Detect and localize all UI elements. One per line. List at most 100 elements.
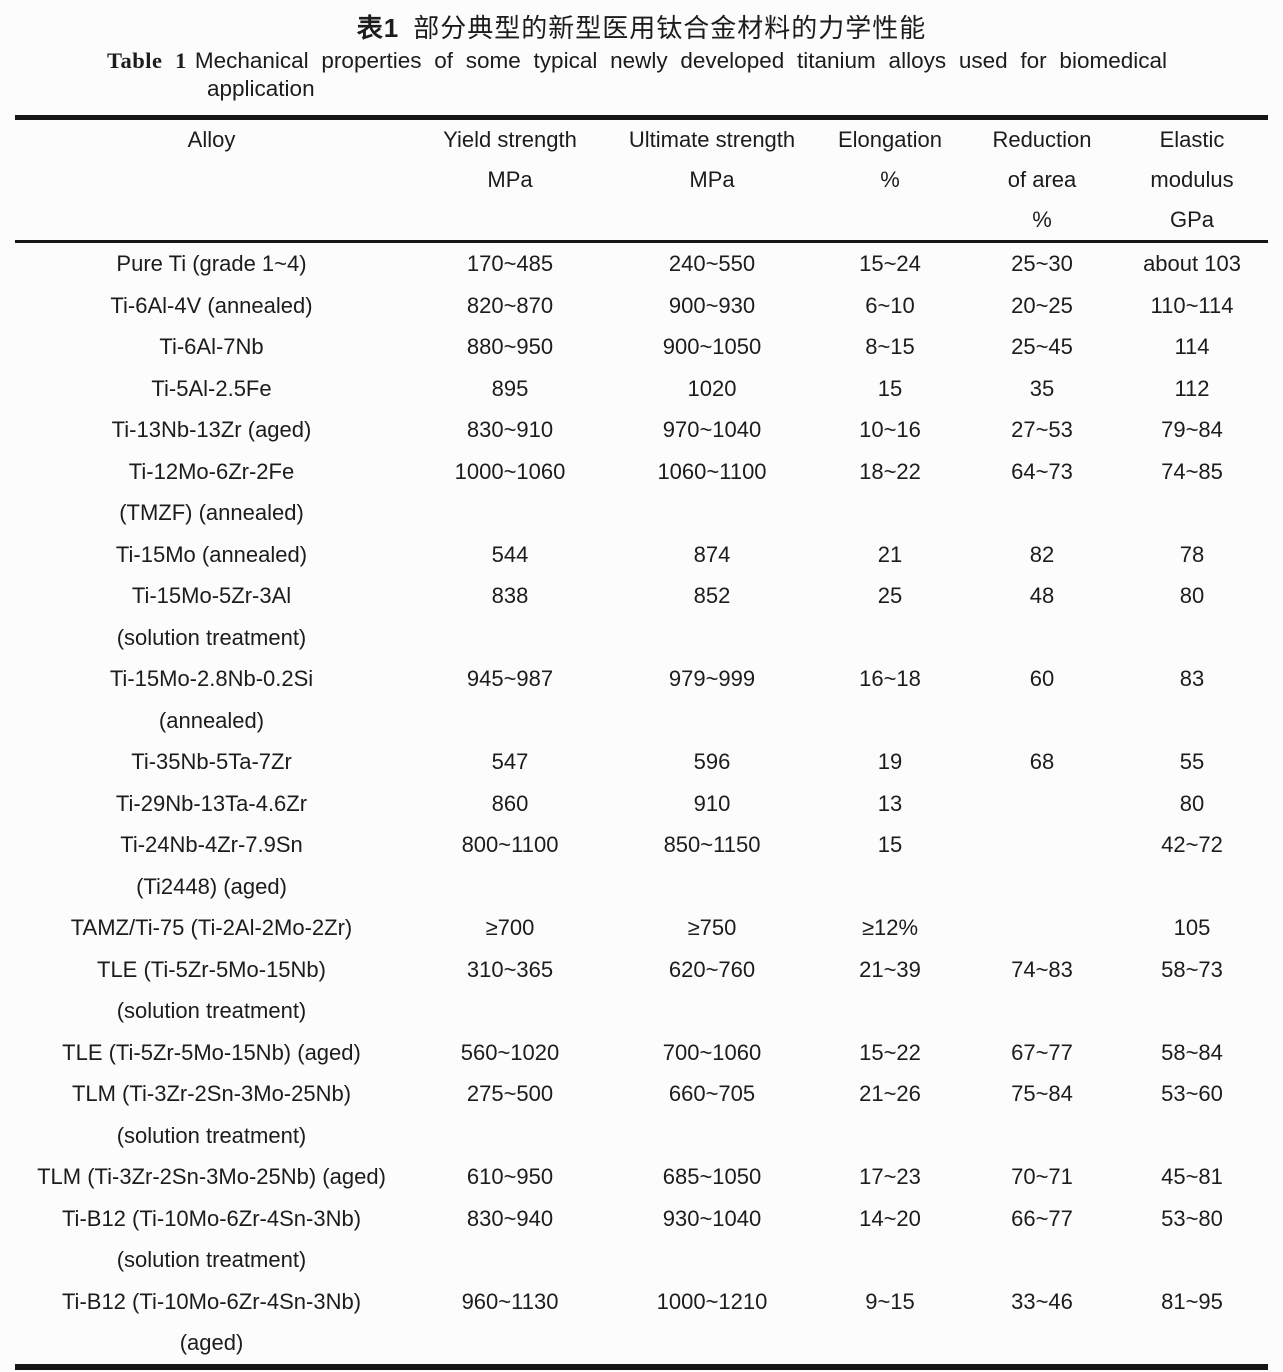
alloy-cell: Ti-24Nb-4Zr-7.9Sn (Ti2448) (aged) — [15, 824, 408, 907]
alloy-cell: Ti-13Nb-13Zr (aged) — [15, 409, 408, 451]
header-reduction-line: Reduction — [992, 127, 1092, 152]
alloy-note: (solution treatment) — [116, 1247, 307, 1272]
value-modulus: 74~85 — [1161, 458, 1223, 484]
alloy-note: (solution treatment) — [116, 624, 307, 650]
header-ultimate-line: Ultimate strength — [628, 127, 796, 152]
value-ultimate: 910 — [693, 790, 731, 816]
value-reduction: 64~73 — [1011, 458, 1073, 484]
value-ultimate: 900~930 — [668, 292, 756, 318]
paper-page: 表1 部分典型的新型医用钛合金材料的力学性能 Table 1 Mechanical … — [0, 12, 1283, 1372]
table-row: Ti-15Mo-2.8Nb-0.2Si (annealed) 945~987 979~… — [15, 658, 1268, 741]
value-ultimate: 700~1060 — [662, 1039, 762, 1065]
value-yield: 275~500 — [466, 1081, 554, 1106]
alloy-name: Ti-29Nb-13Ta-4.6Zr — [115, 790, 308, 816]
alloy-name: Ti-5Al-2.5Fe — [151, 375, 272, 401]
table-row: TLM (Ti-3Zr-2Sn-3Mo-25Nb) (solution treat… — [15, 1073, 1268, 1156]
header-yield: Yield strength MPa — [408, 120, 612, 200]
value-ultimate: 1020 — [687, 375, 737, 401]
value-elongation: 21~39 — [859, 956, 921, 982]
header-ultimate: Ultimate strength MPa — [612, 120, 812, 200]
table-row: Ti-13Nb-13Zr (aged) 830~910 970~1040 10~16 2… — [15, 409, 1268, 451]
alloy-name: TLE (Ti-5Zr-5Mo-15Nb) — [97, 956, 326, 982]
value-yield: 560~1020 — [460, 1039, 560, 1065]
header-modulus-line: Elastic — [1159, 127, 1225, 152]
alloy-name: Ti-13Nb-13Zr (aged) — [111, 417, 312, 442]
table-title-english: Table 1 Mechanical properties of some typ… — [107, 47, 1167, 75]
value-yield: 610~950 — [466, 1164, 554, 1189]
value-yield: 800~1100 — [461, 832, 559, 857]
value-yield: 895 — [491, 375, 529, 401]
value-elongation: 6~10 — [865, 292, 915, 318]
table-title-en-line2: application — [207, 76, 315, 101]
value-yield: 547 — [491, 749, 529, 774]
value-yield: 945~987 — [466, 666, 554, 691]
value-yield: 960~1130 — [461, 1288, 559, 1314]
alloy-cell: TLM (Ti-3Zr-2Sn-3Mo-25Nb) (aged) — [15, 1156, 408, 1198]
table-row: Ti-24Nb-4Zr-7.9Sn (Ti2448) (aged) 800~1100… — [15, 824, 1268, 907]
alloy-cell: Ti-35Nb-5Ta-7Zr — [15, 741, 408, 783]
alloy-note: (solution treatment) — [116, 998, 307, 1023]
value-reduction — [968, 783, 1116, 825]
header-elongation-line: Elongation — [838, 127, 942, 152]
alloy-cell: Ti-15Mo-2.8Nb-0.2Si (annealed) — [15, 658, 408, 741]
alloy-cell: Ti-29Nb-13Ta-4.6Zr — [15, 783, 408, 825]
alloy-name: Ti-15Mo (annealed) — [115, 541, 308, 567]
alloy-name: Ti-B12 (Ti-10Mo-6Zr-4Sn-3Nb) — [61, 1288, 362, 1314]
value-reduction: 27~53 — [1011, 417, 1073, 442]
value-modulus: 112 — [1174, 375, 1210, 401]
value-elongation: 25 — [877, 583, 903, 608]
table-top-rule — [15, 115, 1268, 120]
table-row: TLE (Ti-5Zr-5Mo-15Nb) (solution treatment… — [15, 949, 1268, 1032]
alloy-cell: Ti-6Al-7Nb — [15, 326, 408, 368]
value-ultimate: 1000~1210 — [656, 1288, 768, 1314]
header-elongation: Elongation% — [812, 120, 968, 200]
table-header-rule — [15, 240, 1268, 243]
value-ultimate: 979~999 — [668, 666, 756, 691]
table-row: Ti-35Nb-5Ta-7Zr 547 596 19 68 55 — [15, 741, 1268, 783]
table-header-row: Alloy Yield strength MPa Ultimate strength M… — [15, 120, 1268, 240]
alloy-note: (solution treatment) — [116, 1122, 307, 1148]
value-yield: 544 — [491, 541, 529, 567]
value-reduction: 25~45 — [1011, 334, 1073, 359]
value-modulus: 80 — [1179, 583, 1205, 608]
table-row: Ti-6Al-7Nb 880~950 900~1050 8~15 25~45 114 — [15, 326, 1268, 368]
table-body: Pure Ti (grade 1~4) 170~485 240~550 15~24 25… — [15, 243, 1268, 1364]
header-yield-line: MPa — [487, 167, 533, 192]
alloy-name: Ti-B12 (Ti-10Mo-6Zr-4Sn-3Nb) — [61, 1205, 362, 1231]
value-modulus: 45~81 — [1161, 1164, 1223, 1189]
table-row: Ti-15Mo (annealed) 544 874 21 82 78 — [15, 534, 1268, 576]
value-reduction: 68 — [1029, 749, 1055, 774]
value-reduction: 60 — [1029, 666, 1055, 691]
value-reduction: 74~83 — [1011, 956, 1073, 982]
header-modulus: Elastic modulus GPa — [1116, 120, 1268, 240]
value-ultimate: 930~1040 — [662, 1205, 762, 1231]
value-elongation: 15~22 — [859, 1039, 921, 1065]
value-elongation: 21~26 — [859, 1081, 921, 1106]
value-elongation: 13 — [877, 790, 903, 816]
value-yield: 830~910 — [466, 417, 554, 442]
value-modulus: 81~95 — [1161, 1288, 1223, 1314]
value-yield: 880~950 — [466, 334, 554, 359]
value-reduction: 67~77 — [1011, 1039, 1073, 1065]
value-elongation: 15 — [877, 375, 903, 401]
value-reduction: 75~84 — [1011, 1081, 1073, 1106]
alloy-name: Ti-15Mo-5Zr-3Al — [131, 583, 292, 608]
alloy-name: Ti-24Nb-4Zr-7.9Sn — [120, 832, 303, 857]
table-row: Ti-15Mo-5Zr-3Al (solution treatment) 838 85… — [15, 575, 1268, 658]
value-yield: 860 — [491, 790, 529, 816]
value-ultimate: 852 — [693, 583, 731, 608]
header-reduction-line: of area — [1007, 167, 1077, 192]
header-ultimate-line: MPa — [689, 167, 735, 192]
alloy-cell: Ti-6Al-4V (annealed) — [15, 285, 408, 327]
value-yield: 820~870 — [466, 292, 554, 318]
alloy-cell: Ti-15Mo (annealed) — [15, 534, 408, 576]
table-title-zh-text: 部分典型的新型医用钛合金材料的力学性能 — [413, 13, 927, 43]
alloy-cell: Ti-B12 (Ti-10Mo-6Zr-4Sn-3Nb) (solution tr… — [15, 1198, 408, 1281]
value-elongation: 14~20 — [859, 1205, 921, 1231]
table-row: Ti-B12 (Ti-10Mo-6Zr-4Sn-3Nb) (aged) 960~11… — [15, 1281, 1268, 1364]
alloy-name: TAMZ/Ti-75 (Ti-2Al-2Mo-2Zr) — [70, 915, 353, 940]
value-elongation: 19 — [877, 749, 903, 774]
alloy-cell: Ti-12Mo-6Zr-2Fe (TMZF) (annealed) — [15, 451, 408, 534]
value-modulus: 83 — [1179, 666, 1205, 691]
alloy-name: TLM (Ti-3Zr-2Sn-3Mo-25Nb) (aged) — [37, 1164, 386, 1189]
